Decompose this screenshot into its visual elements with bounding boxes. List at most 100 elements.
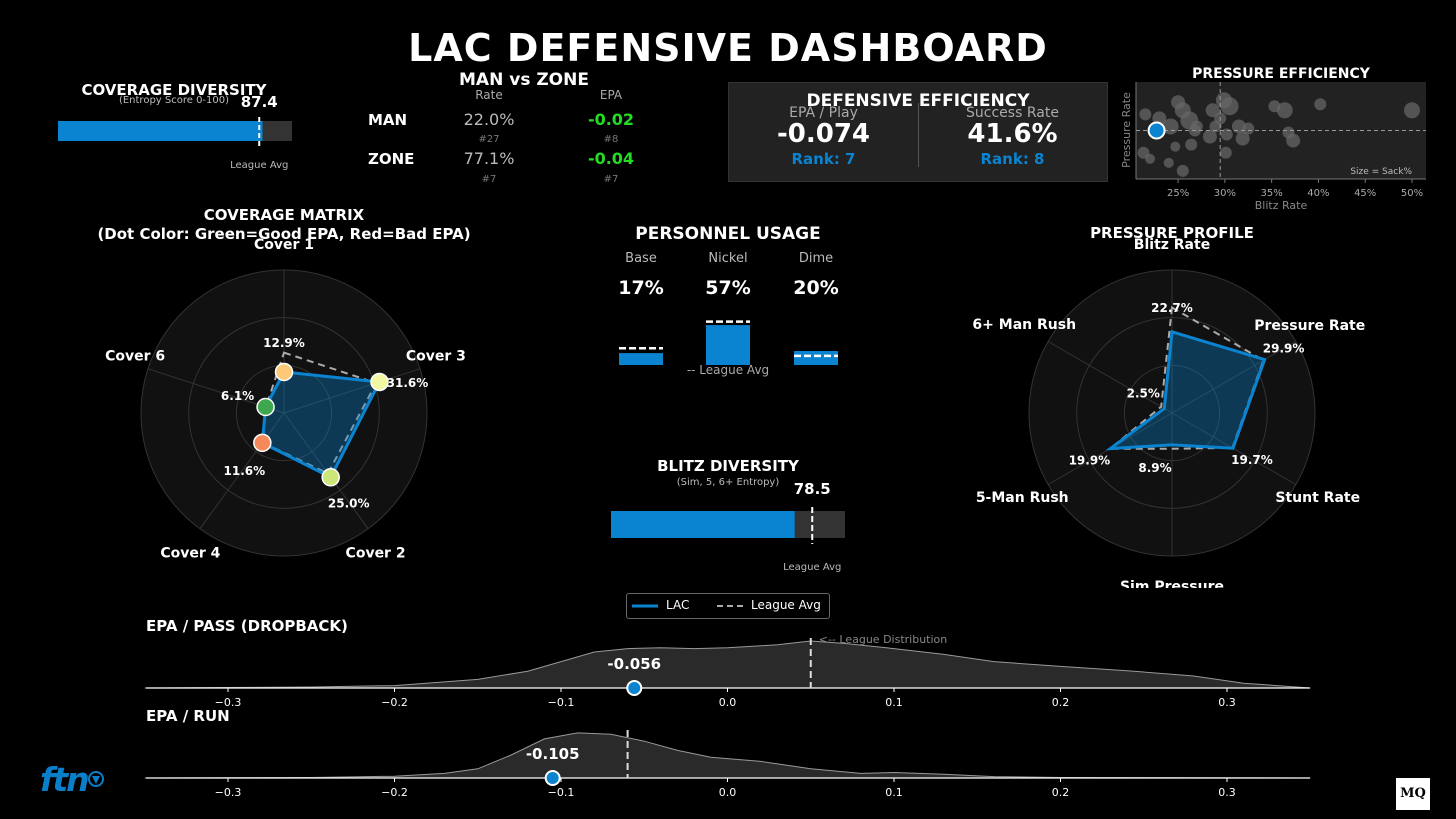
- density-x-tick-label: −0.2: [381, 696, 408, 709]
- radar-legend: LAC League Avg: [626, 593, 830, 619]
- density-x-tick-label: −0.3: [215, 786, 242, 799]
- success-rate-rank: Rank: 8: [980, 150, 1045, 168]
- blitz-diversity-fill: [611, 511, 795, 538]
- density-x-tick-label: −0.2: [381, 786, 408, 799]
- radar-value-label: 29.9%: [1263, 342, 1305, 356]
- radar-spoke: [1047, 341, 1173, 414]
- density-x-tick-label: 0.0: [719, 786, 737, 799]
- scatter-team-dot: [1209, 120, 1222, 133]
- scatter-y-label: Pressure Rate: [1120, 92, 1133, 168]
- epa-pass-title: EPA / PASS (DROPBACK): [146, 617, 348, 635]
- coverage-diversity-subtitle: (Entropy Score 0-100): [118, 95, 230, 106]
- scatter-team-dot: [1276, 102, 1293, 119]
- blitz-diversity-bar: 78.5 League Avg: [611, 480, 845, 573]
- radar-category-label: Stunt Rate: [1275, 490, 1360, 506]
- personnel-usage-chart: Base 17% Nickel 57% Dime 20% -- League Avg: [618, 251, 838, 377]
- scatter-team-dot: [1170, 141, 1181, 152]
- personnel-usage-title: PERSONNEL USAGE: [635, 224, 821, 244]
- personnel-bar: [706, 325, 750, 365]
- scatter-team-dot: [1137, 146, 1150, 159]
- density-x-tick-label: 0.3: [1218, 786, 1236, 799]
- radar-category-label: Cover 3: [406, 349, 466, 365]
- zone-rate-rank: #7: [481, 174, 497, 185]
- pressure-efficiency-scatter: 25% 30% 35% 40% 45% 50% Size = Sack% Blitz Ra…: [1120, 82, 1426, 212]
- coverage-diversity-title: COVERAGE DIVERSITY: [81, 81, 267, 99]
- density-x-tick-label: 0.1: [885, 786, 903, 799]
- scatter-team-dot: [1235, 131, 1250, 146]
- epa-run-density: -0.105 −0.3 −0.2 −0.1 0.0 0.1 0.2 0.3: [144, 730, 1311, 799]
- radar-value-label: 8.9%: [1138, 461, 1171, 475]
- scatter-x-tick-label: 45%: [1354, 188, 1376, 199]
- radar-category-label: Cover 2: [346, 545, 406, 561]
- scatter-team-dot: [1139, 108, 1152, 121]
- radar-value-label: 19.7%: [1231, 453, 1273, 467]
- personnel-bar: [794, 351, 838, 365]
- scatter-team-dot: [1163, 157, 1174, 168]
- radar-spoke: [199, 412, 285, 529]
- density-team-value: -0.056: [607, 655, 661, 673]
- personnel-bar: [619, 353, 663, 365]
- zone-epa-rank: #7: [603, 174, 619, 185]
- radar-epa-dot: [256, 397, 275, 417]
- man-epa-rank: #8: [603, 134, 619, 145]
- radar-category-label: Blitz Rate: [1134, 238, 1210, 253]
- defensive-efficiency-title: DEFENSIVE EFFICIENCY: [806, 91, 1030, 111]
- epa-run-title: EPA / RUN: [146, 707, 230, 725]
- scatter-x-tick-label: 35%: [1261, 188, 1283, 199]
- radar-epa-dot: [274, 362, 294, 382]
- radar-category-label: Sim Pressure: [1120, 579, 1224, 588]
- blitz-diversity-title: BLITZ DIVERSITY: [657, 457, 799, 475]
- scatter-x-tick-label: 50%: [1401, 188, 1423, 199]
- scatter-x-tick-label: 25%: [1167, 188, 1189, 199]
- radar-epa-dot: [370, 372, 389, 392]
- scatter-x-tick-label: 40%: [1307, 188, 1329, 199]
- legend-team-label: LAC: [666, 598, 690, 612]
- scatter-team-dot: [1314, 98, 1327, 111]
- defensive-efficiency-panel: DEFENSIVE EFFICIENCY EPA / Play -0.074 R…: [728, 82, 1108, 182]
- coverage-diversity-fill: [58, 121, 263, 141]
- density-team-marker: [626, 680, 643, 696]
- density-x-tick-label: −0.3: [215, 696, 242, 709]
- personnel-label: Dime: [799, 251, 833, 266]
- radar-value-label: 19.9%: [1069, 454, 1111, 468]
- man-label: MAN: [368, 111, 408, 129]
- epa-per-play-label: EPA / Play: [789, 105, 858, 121]
- radar-category-label: 5-Man Rush: [976, 490, 1069, 506]
- coverage-matrix-subtitle: (Dot Color: Green=Good EPA, Red=Bad EPA): [97, 225, 471, 243]
- man-zone-rate-header: Rate: [475, 88, 503, 102]
- coverage-diversity-bar: 87.4 League Avg: [58, 93, 292, 171]
- scatter-team-dot: [1220, 97, 1239, 116]
- success-rate-label: Success Rate: [966, 105, 1059, 121]
- scatter-team-point: [1147, 121, 1166, 140]
- ftn-logo-text: ftn: [40, 760, 88, 799]
- man-rate: 22.0%: [463, 110, 515, 129]
- personnel-label: Base: [625, 251, 657, 266]
- radar-epa-dot: [253, 433, 272, 453]
- radar-spoke: [1171, 341, 1297, 414]
- scatter-team-dot: [1185, 138, 1198, 151]
- coverage-diversity-league-label: League Avg: [230, 160, 288, 171]
- scatter-team-dot: [1176, 164, 1189, 177]
- zone-rate: 77.1%: [463, 149, 515, 168]
- radar-category-label: Cover 4: [160, 545, 220, 561]
- zone-label: ZONE: [368, 150, 415, 168]
- blitz-diversity-league-label: League Avg: [783, 562, 841, 573]
- radar-value-label: 6.1%: [221, 389, 254, 403]
- personnel-value: 20%: [793, 277, 838, 299]
- radar-value-label: 11.6%: [224, 464, 266, 478]
- radar-value-label: 25.0%: [328, 496, 370, 510]
- dashboard-title: LAC DEFENSIVE DASHBOARD: [408, 26, 1048, 70]
- scatter-team-dot: [1403, 102, 1420, 119]
- scatter-team-dot: [1202, 129, 1217, 144]
- density-league-note: <-- League Distribution: [819, 633, 948, 646]
- scatter-team-dot: [1231, 119, 1246, 134]
- density-team-marker: [544, 770, 561, 786]
- personnel-label: Nickel: [708, 251, 747, 266]
- radar-value-label: 12.9%: [263, 336, 305, 350]
- zone-epa: -0.04: [587, 149, 635, 168]
- scatter-team-dot: [1220, 128, 1233, 141]
- legend-league-label: League Avg: [751, 598, 821, 612]
- coverage-radar: 12.9% 31.6% 25.0% 11.6% 6.1% Cover 1 Cover 3 Co…: [105, 238, 466, 561]
- efficiency-divider: [918, 103, 919, 167]
- density-x-tick-label: 0.2: [1052, 696, 1070, 709]
